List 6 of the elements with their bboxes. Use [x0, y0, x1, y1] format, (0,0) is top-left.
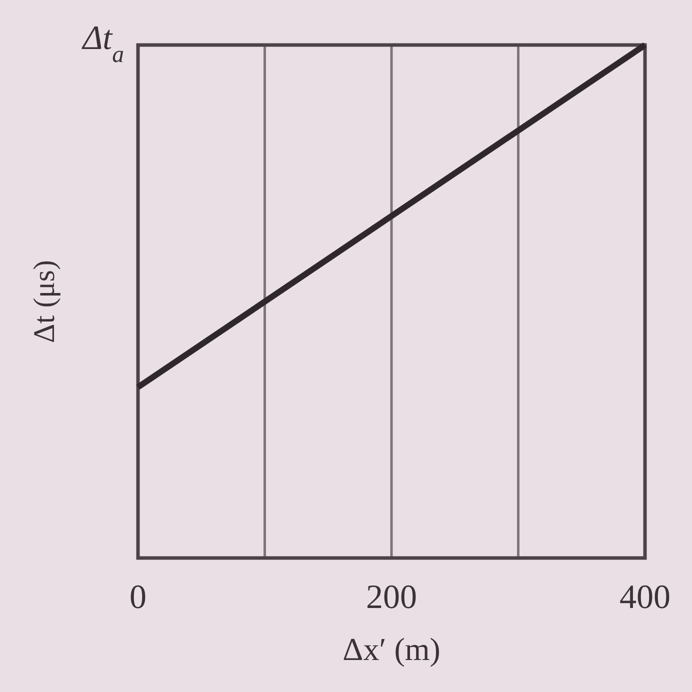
- x-tick-label: 400: [620, 579, 670, 616]
- x-axis-title: Δx′ (m): [342, 631, 440, 667]
- text: Δt$_{a}$: [80, 20, 124, 68]
- y-axis-title: Δt (μs): [28, 260, 61, 343]
- x-tick-label: 0: [130, 579, 146, 616]
- x-tick-label: 200: [366, 579, 417, 616]
